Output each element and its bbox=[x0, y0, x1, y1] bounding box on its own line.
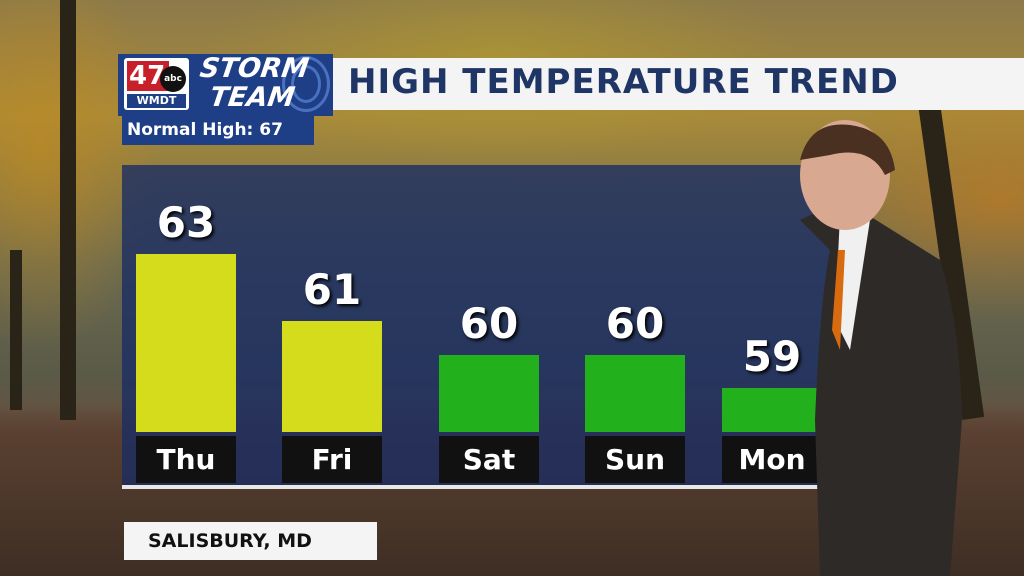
tick-label: Sat bbox=[439, 436, 539, 483]
data-label: 63 bbox=[156, 198, 216, 248]
bar-mon bbox=[722, 388, 822, 432]
bar-fri bbox=[282, 321, 382, 432]
presenter bbox=[800, 120, 962, 576]
abc-logo: abc bbox=[160, 66, 186, 92]
bar-sat bbox=[439, 354, 539, 432]
data-label: 60 bbox=[459, 298, 519, 348]
tick-label: Mon bbox=[722, 436, 822, 483]
bar-thu bbox=[136, 254, 236, 432]
chart-panel bbox=[122, 165, 832, 487]
data-label: 59 bbox=[742, 332, 802, 382]
data-label: 60 bbox=[605, 298, 665, 348]
storm-team-logo: STORM TEAM bbox=[197, 53, 311, 113]
tick-label: Fri bbox=[282, 436, 382, 483]
tree-trunk bbox=[10, 250, 22, 410]
bar-sun bbox=[585, 354, 685, 432]
tick-label: Thu bbox=[136, 436, 236, 483]
location-label: SALISBURY, MD bbox=[124, 522, 377, 560]
data-label: 61 bbox=[302, 265, 362, 315]
radar-icon bbox=[282, 56, 330, 112]
normal-high: Normal High: 67 bbox=[122, 115, 314, 145]
tick-label: Sun bbox=[585, 436, 685, 483]
chart-baseline bbox=[122, 485, 832, 489]
wmdt-logo: 47 abc WMDT bbox=[124, 58, 189, 110]
tree-trunk bbox=[60, 0, 76, 420]
page-title: HIGH TEMPERATURE TREND bbox=[348, 62, 899, 102]
